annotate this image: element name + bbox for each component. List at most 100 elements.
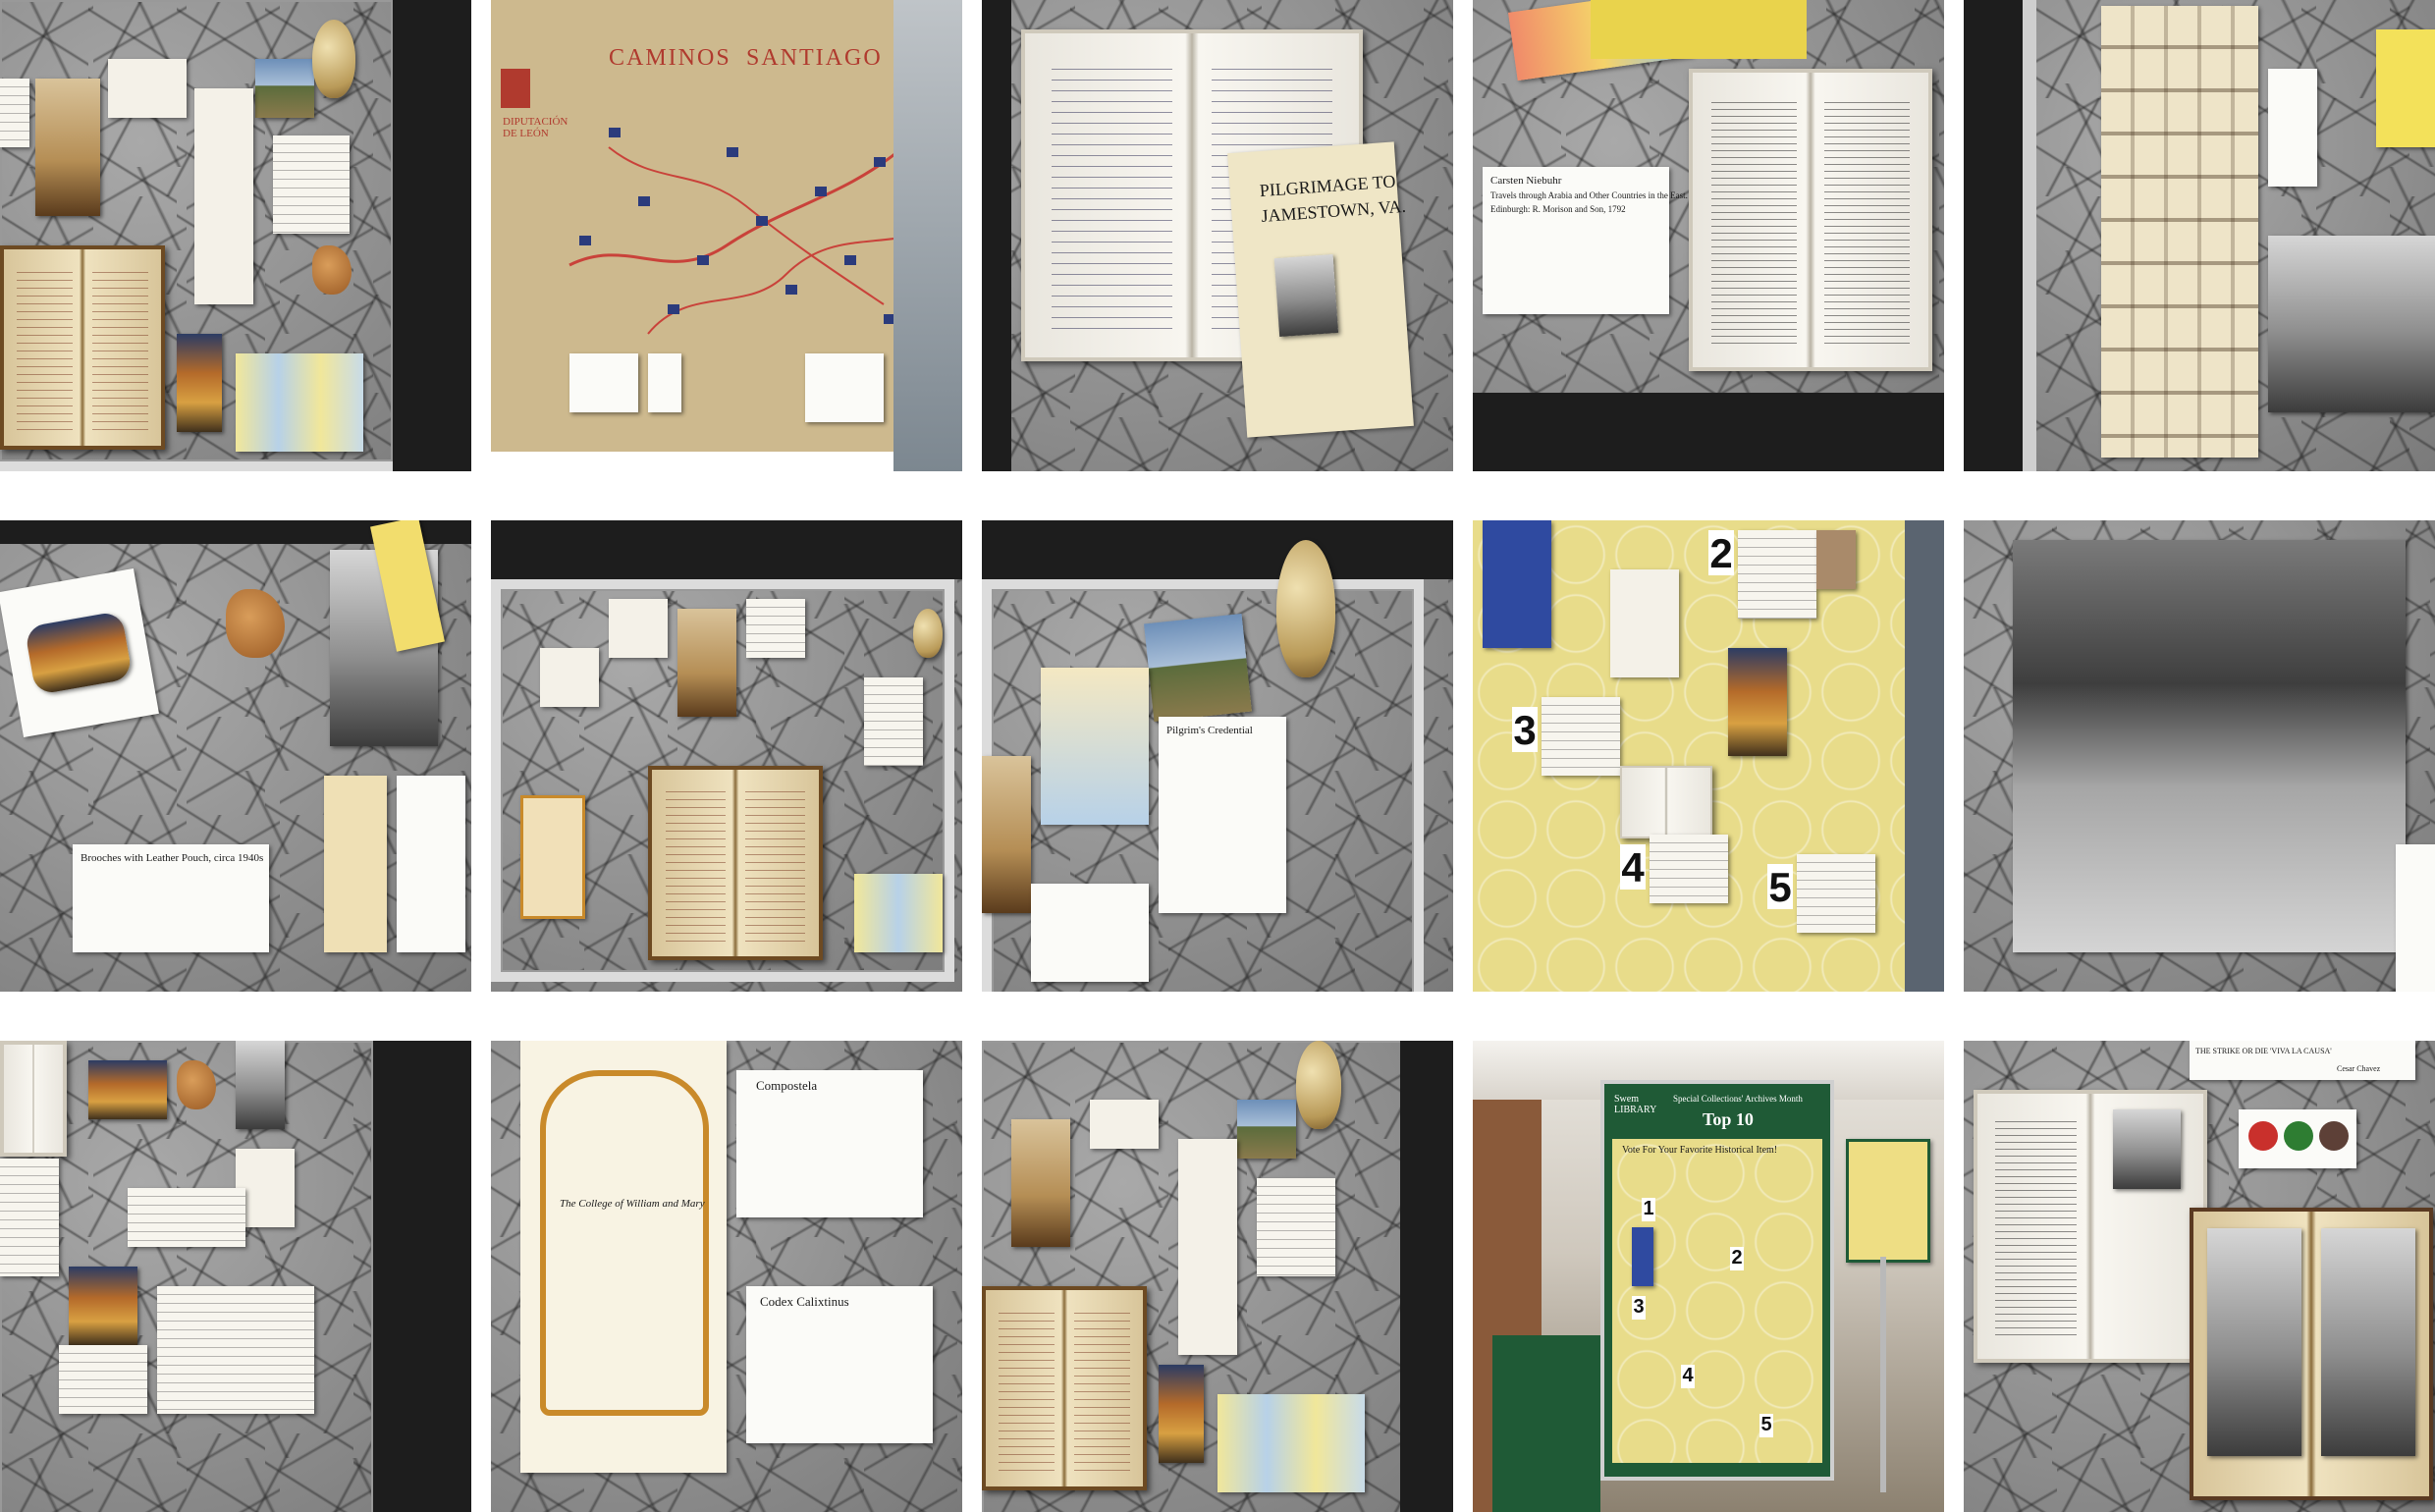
pilgrims-bw-photograph <box>2013 540 2406 952</box>
brooches-label-heading: Brooches with Leather Pouch, circa 1940s <box>81 852 264 864</box>
map-legend-middle <box>648 353 681 412</box>
open-manuscript-book <box>982 1286 1147 1490</box>
handwritten-letter <box>157 1286 314 1414</box>
top10-number-3: 3 <box>1512 707 1538 753</box>
brooch-image <box>88 1060 167 1119</box>
map-legend-right <box>805 353 884 422</box>
swem-library-logo: Swem LIBRARY <box>1614 1094 1657 1115</box>
item-description-card <box>273 135 350 234</box>
item-portrait-image <box>1728 648 1787 756</box>
ornate-border <box>540 1070 709 1416</box>
leather-pouch <box>226 589 285 658</box>
vote-caption: Vote For Your Favorite Historical Item! <box>1622 1145 1778 1156</box>
case-base <box>1473 393 1944 471</box>
photo-tile-display-case-overview[interactable] <box>0 0 471 471</box>
landscape-photo <box>1144 614 1252 722</box>
photo-tile-caminos-santiago-map[interactable]: DIPUTACIÓN DE LEÓN CAMINOS SANTIAGO <box>491 0 962 471</box>
brooches-item-label: Brooches with Leather Pouch, circa 1940s <box>73 844 269 952</box>
niebuhr-label-heading: Carsten Niebuhr <box>1490 175 1562 187</box>
route-map-brochure <box>1218 1394 1365 1492</box>
route-map-brochure <box>854 874 943 952</box>
case-top <box>982 520 1453 579</box>
item-2-description <box>1738 530 1816 619</box>
photo-tile-full-case-view[interactable] <box>491 520 962 992</box>
leather-pouch <box>312 245 352 295</box>
board-number-4: 4 <box>1681 1365 1695 1388</box>
open-printed-book <box>1689 69 1932 371</box>
booklet-image <box>677 609 736 717</box>
photo-tile-swem-top10-sign[interactable]: Swem LIBRARY Special Collections' Archiv… <box>1473 1041 1944 1512</box>
marcher-photo <box>2320 1228 2415 1457</box>
small-object-photo <box>1816 530 1856 589</box>
route-network-icon <box>568 128 914 335</box>
board-number-3: 3 <box>1632 1296 1646 1320</box>
item-open-book <box>1620 766 1712 838</box>
compostela-item-label: Compostela <box>736 1070 923 1217</box>
pilgrims-photo <box>2268 236 2435 412</box>
top10-headline: Top 10 <box>1703 1109 1754 1129</box>
blue-garment-photo <box>1632 1227 1653 1286</box>
label-card <box>609 599 668 658</box>
pilgrim-gourd <box>1276 540 1335 677</box>
small-print <box>2268 69 2317 187</box>
leon-crest-icon <box>501 69 530 108</box>
top10-number-2: 2 <box>1708 530 1734 576</box>
william-and-mary-certificate: The College of William and Mary <box>520 1041 727 1473</box>
photo-tile-chavez-pilgrimage[interactable]: THE STRIKE OR DIE 'VIVA LA CAUSA' Cesar … <box>1964 1041 2435 1512</box>
pilgrim-booklet-image <box>35 79 100 216</box>
pilgrim-gourd <box>913 609 943 658</box>
display-case-glass <box>2023 0 2435 471</box>
caminos-map-poster: DIPUTACIÓN DE LEÓN CAMINOS SANTIAGO <box>491 0 962 452</box>
label-card <box>1090 1100 1159 1149</box>
blue-garment-photo <box>1483 520 1551 648</box>
item-description-card <box>864 677 923 766</box>
cathedral-postcard <box>1159 1365 1204 1463</box>
photo-tile-top10-board-detail[interactable]: 2 3 4 5 <box>1473 520 1944 992</box>
board-game-edge <box>1591 0 1807 59</box>
jamestown-pilgrimage-card: PILGRIMAGE TO JAMESTOWN, VA. <box>1227 141 1414 438</box>
photo-tile-pilgrims-photograph[interactable] <box>1964 520 2435 992</box>
brown-pin-icon <box>2319 1121 2349 1151</box>
open-manuscript-book <box>648 766 823 960</box>
background-wall <box>893 0 962 471</box>
photo-tile-compostela[interactable]: The College of William and Mary Composte… <box>491 1041 962 1512</box>
item-label-card <box>108 59 187 118</box>
landscape-photo <box>1237 1100 1296 1159</box>
item-description-card <box>59 1345 147 1414</box>
case-side-panel <box>373 1041 471 1512</box>
article-photo <box>2113 1109 2181 1190</box>
item-4-description <box>1650 835 1728 903</box>
pilgrim-gourd <box>312 20 355 98</box>
cathedral-postcard <box>69 1267 137 1345</box>
sign-stand-pole <box>1880 1257 1886 1492</box>
photo-tile-ledger-and-jamestown[interactable]: PILGRIMAGE TO JAMESTOWN, VA. <box>982 0 1453 471</box>
photo-tile-pilgrim-credential[interactable]: Pilgrim's Credential <box>982 520 1453 992</box>
handwritten-note <box>0 79 29 147</box>
niebuhr-item-label: Carsten Niebuhr Travels through Arabia a… <box>1483 167 1688 314</box>
chavez-quote-card: THE STRIKE OR DIE 'VIVA LA CAUSA' Cesar … <box>2190 1041 2415 1080</box>
folded-credential <box>1178 1139 1237 1355</box>
case-side-panel <box>393 0 471 471</box>
niebuhr-label-line1: Travels through Arabia and Other Countri… <box>1490 190 1688 200</box>
niebuhr-label-line2: Edinburgh: R. Morison and Son, 1792 <box>1490 204 1626 214</box>
folded-credential <box>194 88 253 304</box>
board-number-2: 2 <box>1730 1247 1744 1270</box>
photo-tile-letters-and-postcards[interactable] <box>0 1041 471 1512</box>
item-5-description <box>1797 854 1875 933</box>
compostela-label-heading: Compostela <box>756 1078 818 1093</box>
codex-label-heading: Codex Calixtinus <box>760 1294 849 1309</box>
board-number-5: 5 <box>1759 1414 1773 1437</box>
photo-tile-display-case-repeat[interactable] <box>982 1041 1453 1512</box>
board-number-1: 1 <box>1642 1198 1655 1221</box>
cathedral-postcard <box>177 334 222 432</box>
label-card <box>540 648 599 707</box>
pilgrim-gourd <box>1296 1041 1341 1129</box>
photo-tile-pilgrim-scroll[interactable] <box>1964 0 2435 471</box>
photo-tile-brooches[interactable]: Brooches with Leather Pouch, circa 1940s <box>0 520 471 992</box>
landscape-photo <box>255 59 314 118</box>
item-3-description <box>1542 697 1620 776</box>
top10-yellow-panel: Vote For Your Favorite Historical Item! … <box>1612 1139 1822 1463</box>
photo-tile-niebuhr-travels[interactable]: Carsten Niebuhr Travels through Arabia a… <box>1473 0 1944 471</box>
board-edge <box>1905 520 1944 992</box>
case-frame <box>982 0 1011 471</box>
